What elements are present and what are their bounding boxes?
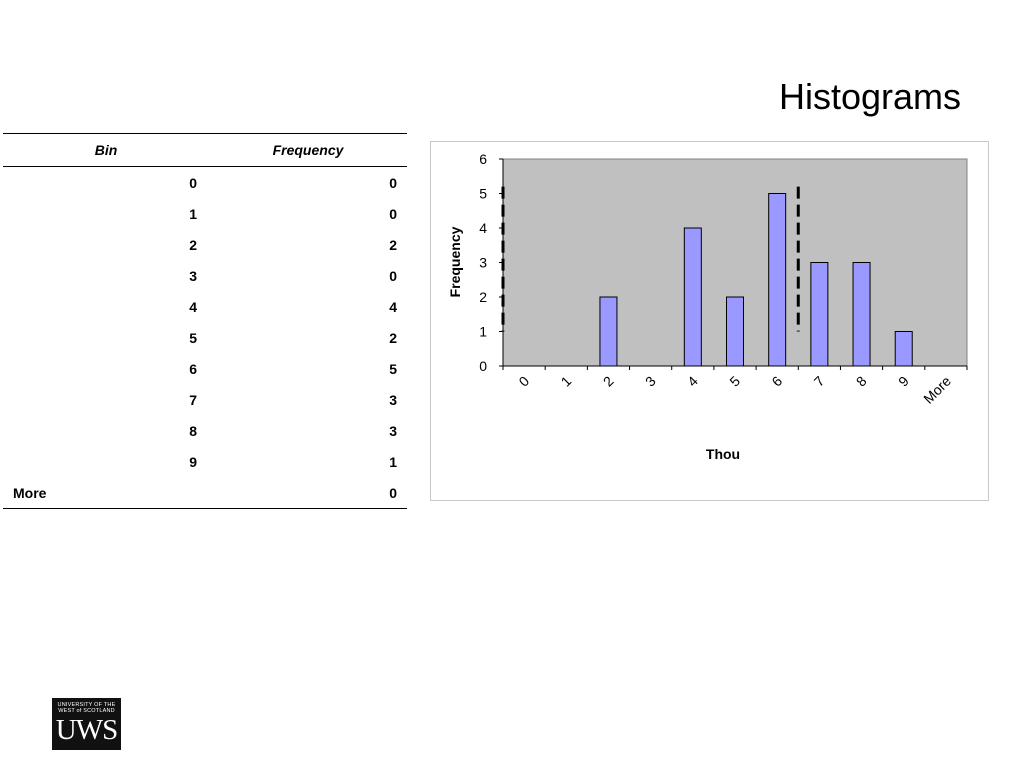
logo-line-1: UNIVERSITY OF THE xyxy=(57,702,116,708)
bin-cell: 4 xyxy=(189,298,197,315)
bin-cell: 0 xyxy=(189,174,197,191)
x-tick-label: 6 xyxy=(768,373,785,390)
x-tick-label: 1 xyxy=(558,373,575,390)
bin-cell: 6 xyxy=(189,360,197,377)
x-tick-label: 2 xyxy=(600,373,617,390)
table-row: More 0 xyxy=(3,477,407,509)
frequency-cell: 4 xyxy=(389,298,397,315)
x-tick-label: 5 xyxy=(726,373,743,390)
logo-line-2: WEST of SCOTLAND xyxy=(58,708,115,714)
bin-cell: 1 xyxy=(189,205,197,222)
y-tick-label: 2 xyxy=(479,289,487,305)
y-tick-label: 1 xyxy=(479,324,487,340)
frequency-cell: 2 xyxy=(389,236,397,253)
frequency-header: Frequency xyxy=(209,133,407,167)
table-body: 0 0 1 0 2 2 3 0 4 4 5 2 6 5 7 3 8 3 9 1 More 0 xyxy=(3,167,407,509)
bin-header: Bin xyxy=(3,133,209,167)
frequency-cell: 0 xyxy=(209,477,407,509)
histogram-bar xyxy=(768,193,787,367)
y-tick-label: 0 xyxy=(479,358,487,374)
x-tick-label: 3 xyxy=(642,373,659,390)
histogram-bar xyxy=(810,262,829,367)
histogram-bar xyxy=(726,296,744,367)
frequency-cell: 3 xyxy=(389,422,397,439)
x-tick-label: 7 xyxy=(811,373,828,390)
y-tick-label: 6 xyxy=(479,151,487,167)
frequency-cell: 3 xyxy=(389,391,397,408)
bin-cell: 5 xyxy=(189,329,197,346)
bin-cell: 3 xyxy=(189,267,197,284)
x-tick-label: 0 xyxy=(515,373,532,390)
bin-cell: 7 xyxy=(189,391,197,408)
logo-big-text: UWS xyxy=(55,714,118,746)
logo-small-text: UNIVERSITY OF THE WEST of SCOTLAND xyxy=(52,702,121,714)
histogram-svg: 0 1 2 3 4 5 6 0 1 2 3 4 5 6 7 8 9 More Frequency Thou xyxy=(447,151,968,462)
x-tick-label: More xyxy=(920,373,954,407)
bin-cell: More xyxy=(3,477,209,509)
slide-title: Histograms xyxy=(778,76,961,117)
histogram-bar xyxy=(852,262,871,367)
y-axis-label: Frequency xyxy=(447,226,463,297)
x-axis-label: Thou xyxy=(706,446,740,462)
uws-logo: UNIVERSITY OF THE WEST of SCOTLAND UWS xyxy=(52,698,121,750)
histogram-chart: 0 1 2 3 4 5 6 0 1 2 3 4 5 6 7 8 9 More Frequency Thou xyxy=(430,141,989,501)
bin-cell: 2 xyxy=(189,236,197,253)
y-tick-label: 4 xyxy=(479,220,487,236)
histogram-bar xyxy=(683,227,702,367)
frequency-cell: 0 xyxy=(389,205,397,222)
y-tick-label: 3 xyxy=(479,255,487,271)
bin-cell: 8 xyxy=(189,422,197,439)
frequency-cell: 0 xyxy=(389,174,397,191)
frequency-cell: 2 xyxy=(389,329,397,346)
table-header-row: Bin Frequency xyxy=(3,133,407,167)
x-tick-label: 9 xyxy=(895,373,912,390)
histogram-bar xyxy=(894,331,913,367)
bin-cell: 9 xyxy=(189,453,197,470)
frequency-table: Bin Frequency 0 0 1 0 2 2 3 0 4 4 5 2 6 5 7 3 8 3 9 1 More 0 xyxy=(3,133,407,509)
frequency-cell: 0 xyxy=(389,267,397,284)
x-tick-label: 4 xyxy=(684,373,701,390)
frequency-cell: 1 xyxy=(389,453,397,470)
frequency-cell: 5 xyxy=(389,360,397,377)
histogram-bar xyxy=(599,296,618,367)
y-tick-label: 5 xyxy=(479,186,487,202)
x-tick-label: 8 xyxy=(853,373,870,390)
